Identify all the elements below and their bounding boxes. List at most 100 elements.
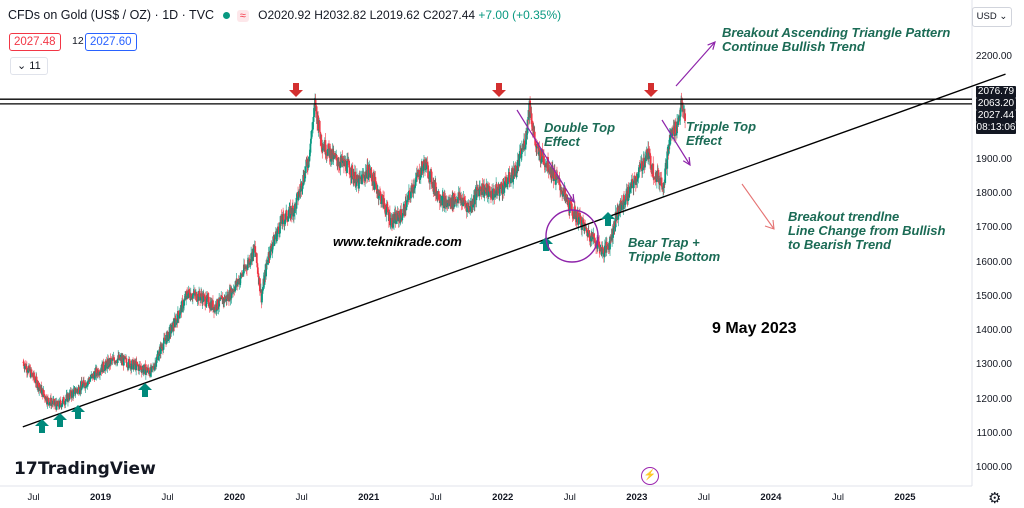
candle — [241, 270, 244, 278]
candle — [188, 287, 191, 300]
candle — [389, 205, 391, 227]
candle — [349, 167, 352, 186]
market-open-icon — [223, 12, 231, 20]
candle — [65, 390, 68, 401]
candle — [170, 324, 173, 331]
ohlc-close: C2027.44 — [423, 8, 476, 22]
annotation-arrows — [35, 40, 775, 433]
annotation-line: Double Top — [544, 120, 616, 135]
annotation-line: Bear Trap + — [628, 235, 700, 250]
candle — [390, 214, 392, 230]
candle — [22, 358, 25, 364]
symbol-title[interactable]: CFDs on Gold (US$ / OZ) · 1D · TVC — [8, 8, 215, 22]
candle — [630, 174, 633, 194]
candle — [578, 216, 580, 226]
candle — [653, 176, 656, 184]
tradingview-logo[interactable]: 17TradingView — [14, 459, 156, 479]
candle — [468, 200, 471, 213]
candle — [220, 290, 223, 300]
candle — [236, 278, 239, 291]
candle — [684, 108, 686, 129]
candle — [561, 187, 564, 201]
candle — [387, 207, 390, 215]
candle — [593, 232, 596, 244]
time-tick-label: 2024 — [760, 492, 782, 503]
candle — [636, 173, 639, 188]
candle — [351, 162, 354, 184]
red-down-arrow — [289, 83, 303, 97]
bolt-icon[interactable]: ⚡ — [641, 467, 659, 485]
candle — [381, 194, 383, 205]
candle — [426, 161, 428, 164]
candle — [402, 201, 405, 217]
website-watermark: www.teknikrade.com — [333, 234, 462, 249]
candle — [167, 335, 170, 343]
candle — [405, 193, 408, 208]
currency-selector[interactable]: USD ⌄ — [972, 7, 1012, 27]
candle — [667, 139, 670, 156]
annotation-line: Tripple Top — [686, 119, 757, 134]
tripple-top-arrow — [661, 119, 691, 167]
candle — [507, 168, 510, 185]
candle — [531, 119, 534, 128]
time-tick-label: 2020 — [224, 492, 246, 503]
price-tick-label: 1400.00 — [975, 325, 1012, 336]
candle — [304, 165, 307, 179]
ask-price[interactable]: 2027.60 — [85, 33, 137, 51]
candle — [391, 215, 393, 232]
candle — [413, 186, 416, 193]
candle — [249, 260, 252, 269]
ohlc-open: O2020.92 — [258, 8, 311, 22]
candle — [215, 310, 218, 316]
candle — [172, 317, 175, 332]
annotation-line: Tripple Bottom — [628, 249, 721, 264]
candle — [48, 402, 51, 408]
candle — [626, 184, 629, 205]
candle — [488, 182, 491, 192]
price-tag-current: 2027.44 — [976, 110, 1016, 122]
candlestick-series — [22, 92, 686, 412]
candle — [309, 143, 312, 155]
ohlc-low: L2019.62 — [369, 8, 420, 22]
candle — [128, 355, 130, 370]
candle — [74, 387, 77, 396]
price-tick-label: 1100.00 — [976, 427, 1012, 439]
candle — [40, 384, 43, 395]
candle — [606, 237, 608, 253]
candle — [43, 393, 46, 403]
candle — [666, 146, 669, 176]
candle — [633, 172, 636, 179]
ascending-trendline — [22, 73, 1006, 428]
candle — [408, 184, 410, 203]
candle — [478, 180, 481, 201]
candle — [191, 293, 194, 305]
candle — [96, 366, 98, 378]
candle — [564, 194, 567, 204]
indicators-toggle[interactable]: ⌄ 11 — [10, 57, 48, 75]
candle — [539, 148, 542, 168]
candle — [291, 199, 294, 209]
candle — [611, 224, 614, 243]
wave-icon[interactable]: ≈ — [236, 10, 249, 22]
candle — [376, 184, 379, 199]
candle — [609, 235, 611, 257]
candle — [571, 208, 574, 223]
candle — [255, 252, 258, 265]
candle — [499, 186, 502, 190]
bid-price[interactable]: 2027.48 — [9, 33, 61, 51]
candle — [429, 169, 432, 190]
candle — [62, 395, 65, 404]
candle — [527, 119, 529, 127]
annotation-line: Line Change from Bullish — [788, 223, 946, 238]
annotation-line: Effect — [544, 134, 580, 149]
candle — [392, 211, 395, 226]
candle — [411, 183, 414, 198]
candle — [77, 384, 80, 396]
candle — [588, 230, 591, 246]
candle — [34, 375, 36, 384]
candle — [25, 361, 28, 378]
candle — [489, 186, 492, 200]
gear-icon[interactable]: ⚙ — [988, 490, 1002, 507]
candle — [215, 302, 217, 315]
